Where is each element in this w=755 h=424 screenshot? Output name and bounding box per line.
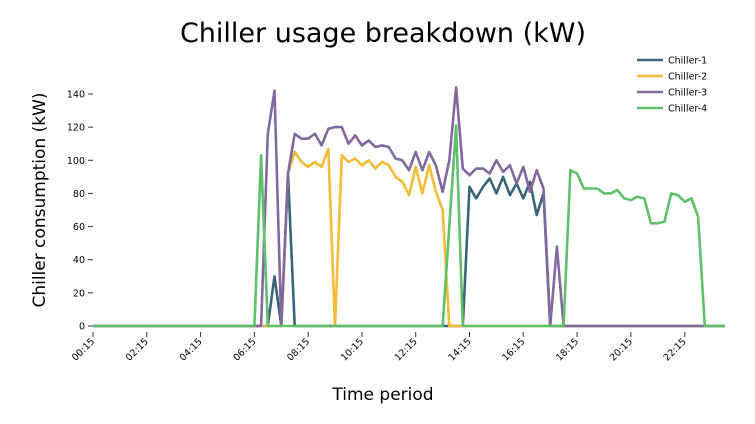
x-tick-label: 02:15 <box>124 336 151 363</box>
series-lines <box>93 86 725 328</box>
x-tick-label: 20:15 <box>608 336 635 363</box>
series-line-chiller-3 <box>93 86 725 328</box>
y-tick-label: 60 <box>73 222 85 233</box>
x-tick-label: 04:15 <box>178 336 205 363</box>
x-tick-label: 00:15 <box>70 336 97 363</box>
x-tick-label: 10:15 <box>339 336 366 363</box>
x-tick-label: 08:15 <box>285 336 312 363</box>
y-tick-label: 140 <box>67 90 85 101</box>
x-tick-label: 12:15 <box>393 336 420 363</box>
x-axis-label: Time period <box>331 385 433 405</box>
series-line-chiller-4 <box>93 124 725 328</box>
axes: 0 20 40 60 80 100 120 140 00:15 02:15 04:15 06:15 08… <box>67 90 689 364</box>
legend-label-chiller-4: Chiller-4 <box>668 104 707 115</box>
x-tick-label: 18:15 <box>554 336 581 363</box>
y-tick-label: 20 <box>73 288 85 299</box>
x-tick-label: 06:15 <box>231 336 258 363</box>
x-tick-label: 22:15 <box>662 336 689 363</box>
x-tick-label: 16:15 <box>500 336 527 363</box>
chart-title: Chiller usage breakdown (kW) <box>180 18 586 49</box>
y-axis-label: Chiller consumption (kW) <box>30 92 50 307</box>
legend-label-chiller-3: Chiller-3 <box>668 88 707 99</box>
y-tick-label: 0 <box>79 322 85 333</box>
legend-label-chiller-1: Chiller-1 <box>668 56 707 67</box>
series-line-chiller-2 <box>93 147 725 328</box>
x-tick-label: 14:15 <box>446 336 473 363</box>
y-tick-label: 80 <box>73 189 85 200</box>
y-tick-label: 100 <box>67 156 85 167</box>
legend-label-chiller-2: Chiller-2 <box>668 72 707 83</box>
y-tick-label: 40 <box>73 255 85 266</box>
y-tick-label: 120 <box>67 123 85 134</box>
legend: Chiller-1 Chiller-2 Chiller-3 Chiller-4 <box>637 56 707 115</box>
